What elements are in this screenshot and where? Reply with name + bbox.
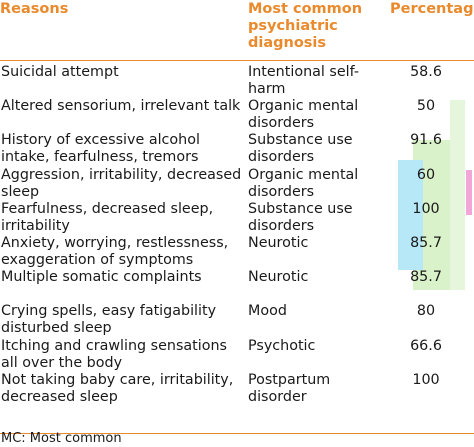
reason-cell: Anxiety, worrying, restlessness, exagger… [1, 234, 229, 268]
diagnosis-cell: Postpartum disorder [248, 371, 331, 405]
table-row: Anxiety, worrying, restlessness, exagger… [0, 235, 474, 269]
diagnosis-cell: Organic mental disorders [248, 98, 359, 132]
table-row: Itching and crawling sensations all over… [0, 338, 474, 372]
reason-cell: Multiple somatic complaints [1, 269, 202, 286]
header-reasons: Reasons [0, 1, 69, 17]
header-percentage: Percentage [390, 1, 474, 17]
diagnosis-cell: Organic mental disorders [248, 166, 359, 200]
reason-cell: Itching and crawling sensations all over… [1, 337, 228, 371]
reason-cell: Aggression, irritability, decreased slee… [1, 166, 242, 200]
reason-cell: Not taking baby care, irritability, decr… [1, 371, 234, 405]
reason-cell: Crying spells, easy fatigability disturb… [1, 303, 217, 337]
table-row: Not taking baby care, irritability, decr… [0, 372, 474, 406]
percentage-cell: 100 [412, 200, 440, 217]
diagnosis-cell: Mood [248, 303, 287, 320]
percentage-cell: 66.6 [410, 337, 442, 354]
table-row: Crying spells, easy fatigability disturb… [0, 303, 474, 337]
reason-cell: Suicidal attempt [1, 64, 119, 80]
percentage-cell: 85.7 [410, 234, 442, 251]
diagnosis-cell: Psychotic [248, 337, 316, 354]
percentage-cell: 60 [416, 166, 436, 183]
table-bottom-rule [0, 433, 474, 434]
table-row: Altered sensorium, irrelevant talk Organ… [0, 98, 474, 132]
highlight-green-strip [450, 100, 465, 290]
percentage-cell: 91.6 [410, 132, 442, 149]
table-header: Reasons Most common psychiatric diagnosi… [0, 0, 474, 61]
diagnosis-cell: Neurotic [248, 269, 309, 286]
diagnosis-cell: Substance use disorders [248, 200, 353, 234]
percentage-cell: 85.7 [410, 269, 442, 286]
table-row: Multiple somatic complaints Neurotic 85.… [0, 269, 474, 303]
reason-cell: History of excessive alcohol intake, fea… [1, 132, 200, 166]
table-footnote: MC: Most common [1, 431, 122, 446]
percentage-cell: 100 [412, 371, 440, 388]
table-row: Suicidal attempt Intentional self-harm 5… [0, 64, 474, 98]
diagnosis-cell: Neurotic [248, 234, 309, 251]
reason-cell: Altered sensorium, irrelevant talk [1, 98, 241, 115]
reason-cell: Fearfulness, decreased sleep, irritabili… [1, 200, 214, 234]
table-row: Fearfulness, decreased sleep, irritabili… [0, 201, 474, 235]
diagnosis-cell: Substance use disorders [248, 132, 353, 166]
table-row: History of excessive alcohol intake, fea… [0, 132, 474, 166]
highlight-blue-block [398, 160, 423, 270]
diagnosis-cell: Intentional self-harm [248, 64, 360, 97]
table-body: Suicidal attempt Intentional self-harm 5… [0, 64, 474, 406]
percentage-cell: 58.6 [410, 64, 442, 80]
table-row: Aggression, irritability, decreased slee… [0, 167, 474, 201]
percentage-cell: 50 [416, 98, 436, 115]
percentage-cell: 80 [416, 303, 436, 320]
header-diagnosis: Most common psychiatric diagnosis [248, 1, 363, 51]
highlight-pink-strip [466, 170, 472, 215]
